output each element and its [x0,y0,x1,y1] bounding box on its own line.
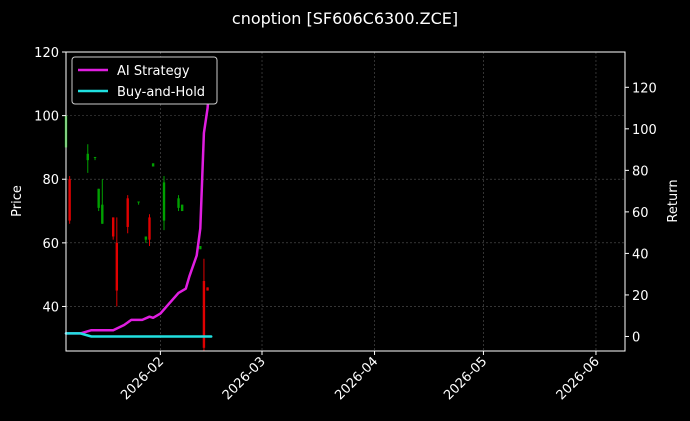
y-right-tick-label: 0 [632,330,640,345]
candle [144,236,148,243]
candle-body [162,182,166,221]
y-right-tick-label: 80 [632,164,649,179]
series-lines [64,59,213,338]
candle-body [199,246,202,250]
y-left-tick-label: 40 [42,300,59,315]
candle-body [86,153,89,161]
candle-body [137,201,140,203]
candle [199,246,202,250]
series-line-buy-and-hold [64,332,213,338]
candle-body [101,204,104,224]
candle-body [206,287,209,291]
candle [97,188,100,212]
y-axis-right: 0 20 40 60 80 100 120 [625,81,657,345]
y-left-tick-label: 80 [42,173,59,188]
candle-body [97,188,100,208]
y-left-tick-label: 100 [34,110,59,125]
candle [148,214,151,247]
candle-body [180,204,184,212]
candle-body [177,198,180,208]
y-right-tick-label: 40 [632,247,649,262]
candle [126,195,129,234]
candle [111,217,115,240]
candle [151,163,155,167]
y-axis-right-title: Return [666,179,681,222]
candle [86,144,89,173]
y-left-tick-label: 120 [34,46,59,61]
candle [162,176,166,231]
candle [115,217,119,307]
legend: AI Strategy Buy-and-Hold [71,56,218,105]
series-line-ai-strategy [64,59,213,335]
candle-body [148,217,151,240]
candle-body [144,236,148,240]
candle [101,179,104,224]
y-right-tick-label: 120 [632,81,657,96]
legend-box [71,56,218,105]
legend-label-ai-strategy: AI Strategy [117,64,190,79]
legend-label-buy-and-hold: Buy-and-Hold [117,85,205,100]
candle-body [115,242,119,291]
candle [177,195,180,212]
candle-body [111,217,115,237]
candle [93,156,97,161]
candle-body [126,198,129,227]
candle-body [202,281,206,348]
y-right-tick-label: 100 [632,123,657,138]
candle [68,176,71,224]
y-axis-left: 40 60 80 100 120 [34,46,66,315]
chart-title: cnoption [SF606C6300.ZCE] [232,9,458,28]
y-left-tick-label: 60 [42,237,59,252]
candle-body [68,179,71,221]
y-right-tick-label: 20 [632,289,649,304]
candle [206,287,209,291]
y-axis-left-title: Price [10,185,25,217]
candle-body [93,156,97,158]
candle-body [151,163,155,167]
plot-frame [65,51,626,352]
candle [180,204,184,212]
candle [137,201,140,205]
y-right-tick-label: 60 [632,206,649,221]
